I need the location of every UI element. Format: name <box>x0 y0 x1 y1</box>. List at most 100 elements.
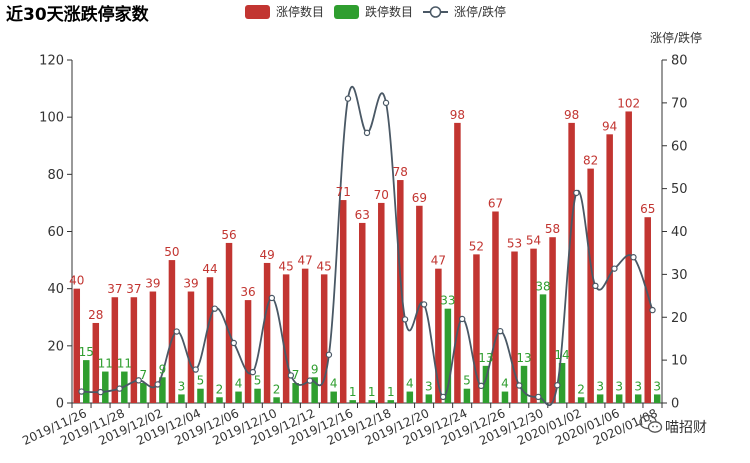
bar-limit-down <box>577 397 585 403</box>
data-label-limit-up: 50 <box>164 245 179 259</box>
ratio-point <box>287 372 295 379</box>
ratio-point <box>382 99 390 107</box>
data-label-limit-up: 98 <box>450 108 465 122</box>
data-label-limit-down: 2 <box>273 382 281 396</box>
data-label-limit-up: 37 <box>107 282 122 296</box>
data-label-limit-down: 3 <box>615 379 623 393</box>
bar-limit-down <box>330 391 337 403</box>
bar-limit-down <box>482 365 490 403</box>
watermark-text: 喵招财 <box>665 420 707 436</box>
y-left-tick-label: 0 <box>56 397 64 412</box>
bar-limit-up <box>73 288 81 403</box>
bar-limit-down <box>216 397 223 403</box>
ratio-point <box>401 316 409 323</box>
bar-limit-up <box>492 211 499 403</box>
legend-label-limit-up: 涨停数目 <box>276 4 324 19</box>
data-label-limit-down: 11 <box>117 357 132 371</box>
legend-item-limit-down[interactable]: 跌停数目 <box>334 4 413 19</box>
ratio-point <box>439 393 447 401</box>
data-label-limit-down: 1 <box>349 385 357 399</box>
ratio-point <box>516 382 523 389</box>
ratio-point <box>173 328 180 335</box>
legend-label-limit-down: 跌停数目 <box>365 4 413 19</box>
y-right-tick-label: 60 <box>671 139 688 154</box>
data-label-limit-up: 45 <box>278 259 293 273</box>
bars <box>73 111 661 404</box>
data-label-limit-up: 45 <box>317 259 332 273</box>
data-label-limit-up: 65 <box>640 202 655 216</box>
data-label-limit-down: 4 <box>235 377 243 391</box>
bar-limit-down <box>178 394 185 403</box>
legend-label-ratio: 涨停/跌停 <box>454 4 506 19</box>
ratio-point <box>97 388 104 396</box>
bar-limit-up <box>92 322 100 403</box>
chart-title: 近30天涨跌停家数 <box>6 4 150 25</box>
bar-limit-up <box>187 291 195 403</box>
bar-limit-down <box>520 365 528 403</box>
bar-limit-down <box>235 391 242 403</box>
ratio-point <box>420 301 428 308</box>
ratio-point <box>592 282 599 290</box>
data-label-limit-up: 39 <box>145 277 160 291</box>
data-label-limit-up: 40 <box>69 274 84 288</box>
bar-limit-up <box>301 268 309 403</box>
data-label-limit-up: 49 <box>259 248 274 262</box>
legend[interactable]: 涨停数目 跌停数目 涨停/跌停 <box>245 4 506 19</box>
bar-limit-down <box>444 308 452 403</box>
ratio-point <box>344 95 352 102</box>
y-right-tick-label: 40 <box>671 225 688 240</box>
bar-limit-up <box>111 297 119 403</box>
data-label-limit-down: 9 <box>159 362 167 376</box>
bar-limit-down <box>273 397 280 403</box>
data-label-limit-up: 58 <box>545 222 560 236</box>
legend-item-limit-up[interactable]: 涨停数目 <box>245 4 324 19</box>
ratio-point <box>306 377 314 384</box>
data-label-limit-up: 102 <box>617 96 640 110</box>
data-label-limit-down: 5 <box>463 374 471 388</box>
ratio-point <box>78 388 85 395</box>
bar-limit-up <box>473 254 480 403</box>
ratio-point <box>230 339 237 347</box>
data-label-limit-up: 54 <box>526 234 541 248</box>
data-label-limit-down: 5 <box>254 374 262 388</box>
legend-swatch-limit-up <box>245 5 270 19</box>
bar-limit-down <box>292 382 299 403</box>
data-label-limit-down: 13 <box>516 351 531 365</box>
ratio-point <box>268 294 276 302</box>
data-label-limit-up: 69 <box>412 191 427 205</box>
bar-limit-up <box>625 111 632 403</box>
bar-limit-down <box>463 388 471 403</box>
right-axis-name: 涨停/跌停 <box>650 30 702 45</box>
bar-limit-down <box>311 377 318 403</box>
data-label-limit-down: 3 <box>178 379 186 393</box>
data-label-limit-down: 33 <box>440 294 455 308</box>
data-label-limit-up: 44 <box>202 262 217 276</box>
y-right-tick-label: 0 <box>671 397 679 412</box>
bar-limit-down <box>406 391 414 403</box>
y-left-tick-label: 100 <box>39 111 64 126</box>
bar-limit-up <box>454 122 461 403</box>
ratio-point <box>116 385 123 392</box>
data-label-limit-up: 52 <box>469 239 484 253</box>
bar-limit-up <box>549 237 556 403</box>
data-label-limit-up: 28 <box>88 308 103 322</box>
data-label-limit-up: 82 <box>583 154 598 168</box>
wechat-icon <box>639 414 663 433</box>
data-label-limit-down: 5 <box>197 374 205 388</box>
bar-limit-up <box>225 242 233 403</box>
bar-limit-up <box>378 202 385 403</box>
bar-limit-down <box>197 388 204 403</box>
ratio-point <box>211 305 218 312</box>
ratio-point <box>249 368 257 376</box>
legend-item-ratio[interactable]: 涨停/跌停 <box>423 4 506 19</box>
data-label-limit-down: 9 <box>311 362 319 376</box>
data-label-limit-down: 7 <box>140 368 148 382</box>
data-label-limit-up: 37 <box>126 282 141 296</box>
y-left-tick-label: 120 <box>39 54 64 69</box>
data-label-limit-up: 63 <box>355 208 370 222</box>
data-label-limit-down: 2 <box>577 382 585 396</box>
data-label-limit-down: 13 <box>478 351 493 365</box>
ratio-point <box>458 315 466 323</box>
data-label-limit-up: 70 <box>374 188 389 202</box>
ratio-point <box>325 351 333 358</box>
